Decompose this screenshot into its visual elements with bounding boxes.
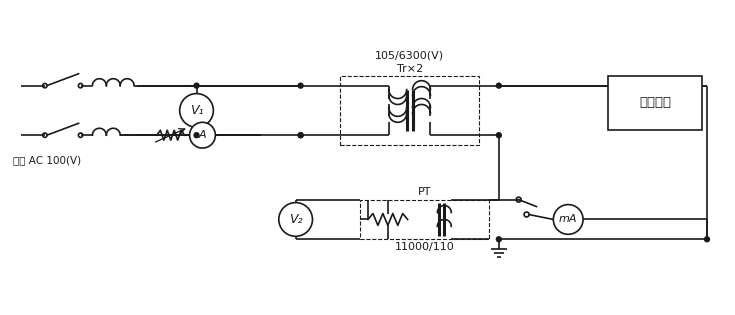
Text: V₂: V₂ [289,213,302,226]
Text: 피시험기: 피시험기 [639,96,671,110]
Circle shape [298,133,303,138]
Text: PT: PT [417,187,431,197]
Circle shape [298,83,303,88]
Circle shape [496,133,501,138]
Circle shape [194,133,199,138]
Text: V₁: V₁ [190,104,204,117]
Circle shape [279,203,312,236]
Text: mA: mA [559,215,578,225]
Circle shape [705,237,709,242]
Circle shape [553,204,583,234]
Text: 105/6300(V): 105/6300(V) [375,51,444,61]
Circle shape [179,94,213,127]
Text: 전원 AC 100(V): 전원 AC 100(V) [13,155,82,165]
Circle shape [194,83,199,88]
Circle shape [190,122,215,148]
Text: 11000/110: 11000/110 [395,242,454,252]
Circle shape [496,83,501,88]
Bar [360,200,489,239]
Bar [608,76,702,130]
Text: Tr×2: Tr×2 [396,64,423,74]
Text: A: A [198,130,207,140]
Circle shape [496,237,501,242]
Bar [340,76,479,145]
Circle shape [298,133,303,138]
